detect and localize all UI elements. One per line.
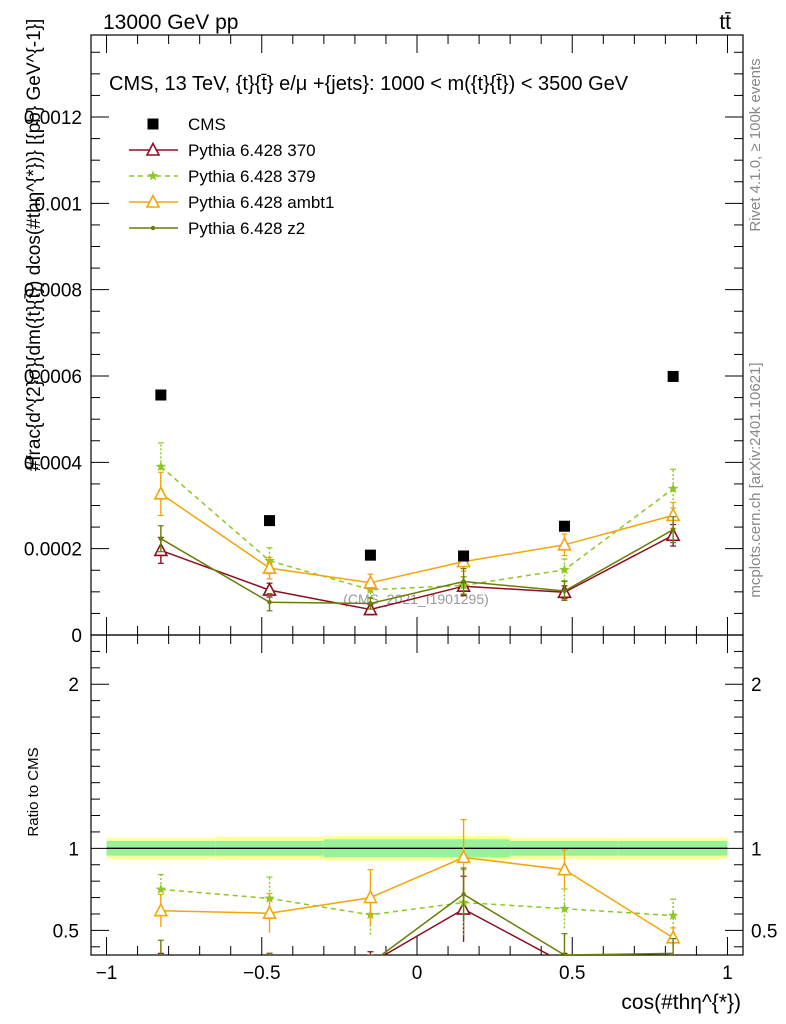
- ratio-y-tick-label: 1: [68, 839, 79, 860]
- ratio-y-tick-label: 2: [68, 675, 79, 696]
- ratio-point: [363, 889, 378, 904]
- main-y-tick-label: 0.0002: [24, 540, 82, 561]
- ratio-frame: [90, 634, 744, 956]
- x-tick-label: 0.5: [559, 963, 585, 984]
- ratio-point: [153, 902, 169, 917]
- data-point: [667, 483, 679, 494]
- ratio-point: [559, 903, 570, 914]
- series-4: [157, 516, 677, 612]
- ratio-series-layer: [153, 819, 681, 955]
- x-tick-label: −0.5: [243, 963, 281, 984]
- legend-marker: [147, 170, 159, 181]
- main-y-tick-label: 0: [71, 626, 82, 647]
- legend-entry: Pythia 6.428 ambt1: [129, 193, 334, 212]
- series-line: [160, 534, 674, 611]
- ratio-point: [557, 861, 572, 876]
- main-y-tick-label: 0.0004: [24, 453, 83, 474]
- ratio-y-tick-label: 0.5: [53, 921, 79, 942]
- data-point: [364, 549, 376, 561]
- ratio-x-ticks: −1 −0.5 0 0.5 1: [96, 635, 733, 984]
- data-point: [158, 536, 164, 541]
- data-point: [262, 559, 277, 574]
- legend-label: Pythia 6.428 ambt1: [188, 193, 334, 212]
- data-point: [461, 579, 466, 584]
- data-point: [264, 515, 276, 527]
- data-point: [155, 461, 167, 472]
- main-y-ticks: 0 0.0002 0.0004 0.0006 0.0008 0.001 0.0012: [24, 51, 743, 647]
- legend-entry: CMS: [147, 115, 226, 134]
- rivet-label: Rivet 4.1.0, ≥ 100k events: [747, 58, 764, 231]
- x-axis-label: cos(#thη^{*}): [621, 991, 741, 1014]
- x-tick-label: −1: [96, 963, 118, 984]
- ratio-series-2: [155, 869, 679, 936]
- chart-title: CMS, 13 TeV, {t}{t̄} e/μ +{jets}: 1000 <…: [109, 73, 629, 95]
- main-series-layer: [153, 370, 681, 616]
- series-2: [155, 442, 679, 599]
- ratio-series-4: [157, 867, 677, 955]
- legend-marker: [145, 141, 161, 156]
- ratio-y-tick-label-right: 0.5: [751, 921, 777, 942]
- legend-label: CMS: [188, 115, 226, 134]
- data-point: [155, 389, 167, 401]
- main-y-tick-label: 0.0008: [24, 281, 82, 302]
- data-point: [267, 599, 272, 605]
- header-left: 13000 GeV pp: [103, 11, 238, 34]
- data-point: [363, 574, 378, 589]
- x-tick-label: 1: [722, 963, 733, 984]
- data-point: [667, 370, 679, 382]
- data-point: [670, 527, 676, 532]
- data-point: [153, 485, 169, 500]
- legend-marker: [150, 225, 156, 231]
- ratio-point: [667, 910, 679, 921]
- data-point: [559, 564, 570, 575]
- ratio-line: [383, 908, 551, 955]
- legend-marker: [147, 118, 159, 130]
- series-line: [160, 466, 674, 591]
- mcplots-label: mcplots.cern.ch [arXiv:2401.10621]: [747, 362, 764, 597]
- ratio-point: [262, 904, 277, 919]
- legend-entry: Pythia 6.428 370: [129, 141, 316, 160]
- legend-label: Pythia 6.428 z2: [188, 219, 305, 238]
- data-point: [368, 601, 373, 606]
- ratio-y-tick-label-right: 1: [751, 839, 762, 860]
- legend-entry: Pythia 6.428 z2: [129, 219, 305, 238]
- data-point: [458, 550, 470, 562]
- data-point: [557, 536, 572, 551]
- ratio-point: [456, 849, 471, 864]
- ratio-line: [160, 856, 674, 939]
- legend-label: Pythia 6.428 379: [188, 167, 316, 186]
- ratio-y-tick-label-right: 2: [751, 675, 762, 696]
- ratio-panel: 0.5 0.5 1 1 2 2 −1 −0.5 0 0.5 1 Ratio to CMS cos(…: [25, 634, 777, 1014]
- main-y-tick-label: 0.0006: [24, 367, 82, 388]
- legend-marker: [145, 193, 161, 208]
- main-y-tick-label: 0.0012: [24, 108, 82, 129]
- legend: CMS Pythia 6.428 370 Pythia 6.428 379 Pythi…: [129, 115, 334, 238]
- ratio-point: [155, 883, 167, 894]
- main-x-ticks: [106, 35, 728, 635]
- series-0: [155, 370, 679, 562]
- data-point: [562, 588, 567, 594]
- legend-label: Pythia 6.428 370: [188, 141, 316, 160]
- series-line: [160, 493, 674, 584]
- ratio-band: [106, 836, 728, 861]
- legend-entry: Pythia 6.428 379: [129, 167, 316, 186]
- ratio-y-ticks: 0.5 0.5 1 1 2 2: [53, 650, 777, 948]
- ratio-y-axis-label: Ratio to CMS: [25, 747, 42, 836]
- main-y-tick-label: 0.001: [34, 194, 82, 215]
- main-y-axis-label: #frac{d^{2}σ}{dm({t}{t̄}) dcos(#thη^{*})…: [24, 19, 45, 472]
- ratio-line: [380, 893, 674, 955]
- ratio-point: [461, 892, 466, 897]
- x-tick-label: 0: [412, 963, 423, 984]
- series-line: [160, 529, 674, 605]
- header-right: tt̄: [719, 11, 731, 34]
- main-panel: 0 0.0002 0.0004 0.0006 0.0008 0.001 0.0012 CMS…: [24, 19, 744, 647]
- ratio-line: [160, 888, 674, 917]
- analysis-watermark: (CMS_2021_I1901295): [343, 591, 489, 607]
- data-point: [558, 520, 570, 532]
